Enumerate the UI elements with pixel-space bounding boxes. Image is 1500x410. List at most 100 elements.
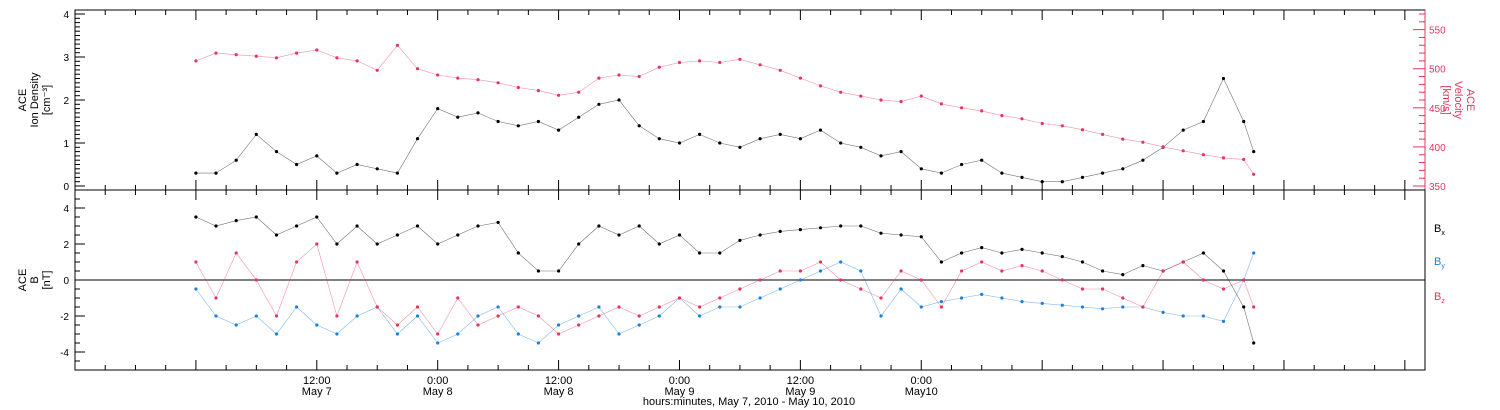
x-tick-date-label: May 9	[664, 386, 694, 398]
velocity-point	[1221, 156, 1226, 160]
density-point	[436, 107, 440, 111]
by-point	[557, 323, 561, 327]
by-point	[536, 341, 541, 345]
density-point	[335, 171, 339, 175]
velocity-point	[839, 90, 843, 94]
velocity-point	[980, 109, 984, 113]
top-left-ytick-label: 3	[63, 53, 69, 64]
x-axis-title: hours:minutes, May 7, 2010 - May 10, 201…	[643, 396, 855, 408]
by-point	[1080, 305, 1085, 309]
bz-point	[1060, 278, 1064, 282]
density-point	[1141, 158, 1145, 162]
velocity-point	[1060, 124, 1064, 128]
bz-point	[677, 296, 682, 300]
velocity-point	[557, 93, 561, 97]
by-point	[839, 260, 843, 264]
density-point	[375, 167, 379, 171]
density-point	[980, 158, 984, 162]
bx-point	[778, 229, 782, 233]
density-point	[617, 98, 621, 102]
bz-point	[1040, 269, 1044, 273]
x-tick-date-label: May 8	[423, 386, 453, 398]
density-point	[1020, 175, 1024, 179]
bx-point	[758, 233, 762, 237]
by-point	[1060, 303, 1064, 307]
density-point	[960, 162, 964, 167]
x-tick-time-label: 12:00	[303, 375, 331, 387]
bz-point	[577, 323, 581, 327]
bottom-ylabel-line2: B	[29, 276, 41, 283]
bx-point	[234, 219, 238, 223]
legend-by-base: B	[1434, 256, 1441, 268]
density-point	[557, 128, 561, 132]
bottom-ytick-label: -2	[60, 312, 69, 323]
bx-point	[395, 233, 399, 237]
density-point	[214, 171, 218, 175]
bz-point	[939, 305, 944, 309]
velocity-point	[214, 51, 218, 55]
by-point	[939, 300, 944, 304]
by-point	[415, 314, 420, 318]
bx-point	[476, 224, 480, 228]
density-point	[295, 162, 299, 167]
legend-bx: Bx	[1434, 223, 1445, 237]
bz-point	[637, 314, 641, 318]
bz-point	[758, 278, 762, 282]
bottom-ylabel-line1: ACE	[17, 269, 29, 292]
by-point	[718, 305, 722, 309]
velocity-point	[1040, 121, 1044, 126]
bx-point	[496, 220, 500, 224]
bz-point	[395, 323, 399, 327]
density-point	[355, 162, 359, 167]
bz-point	[1080, 287, 1085, 291]
velocity-point	[415, 67, 420, 71]
bz-point	[375, 305, 379, 309]
velocity-point	[456, 76, 460, 80]
density-trace	[195, 77, 1254, 182]
velocity-point	[617, 73, 621, 77]
by-point	[617, 332, 621, 336]
by-point	[254, 314, 258, 318]
bz-point	[295, 260, 299, 264]
top-panel: 0 1 2 3 4 350 400 450 500 550	[63, 9, 1446, 193]
velocity-point	[234, 53, 238, 57]
bx-point	[960, 251, 964, 255]
x-tick-time-label: 12:00	[787, 375, 815, 387]
bz-point	[496, 314, 500, 318]
legend-by-sub: y	[1441, 263, 1445, 270]
bz-point	[516, 305, 520, 309]
density-point	[1121, 167, 1125, 171]
by-point	[1201, 314, 1205, 318]
by-point	[476, 314, 480, 318]
by-point	[194, 287, 198, 291]
velocity-point	[939, 102, 944, 106]
velocity-point	[315, 48, 319, 52]
bz-point	[456, 296, 460, 300]
legend: Bx By Bz	[1434, 223, 1445, 305]
bx-point	[718, 251, 722, 255]
x-tick-time-label: 12:00	[545, 375, 573, 387]
density-point	[698, 132, 702, 136]
velocity-point	[1121, 137, 1125, 141]
by-point	[335, 332, 339, 336]
velocity-point	[637, 74, 641, 79]
bx-point	[597, 224, 601, 228]
by-point	[758, 296, 762, 300]
velocity-point	[960, 106, 964, 110]
bottom-ytick-label: -4	[60, 348, 69, 359]
by-point	[1221, 319, 1226, 323]
by-point	[859, 269, 863, 273]
bx-point	[315, 215, 319, 219]
by-point	[1020, 300, 1024, 304]
density-point	[274, 150, 279, 154]
legend-by: By	[1434, 256, 1445, 270]
bx-point	[1020, 247, 1024, 251]
bz-point	[1252, 305, 1256, 309]
bx-point	[1040, 251, 1044, 255]
velocity-point	[859, 94, 863, 98]
velocity-point	[355, 59, 359, 63]
bz-point	[1121, 296, 1125, 300]
bz-point	[738, 287, 742, 291]
top-right-ylabel-line2: Velocity	[1452, 81, 1464, 119]
density-point	[1101, 171, 1105, 175]
